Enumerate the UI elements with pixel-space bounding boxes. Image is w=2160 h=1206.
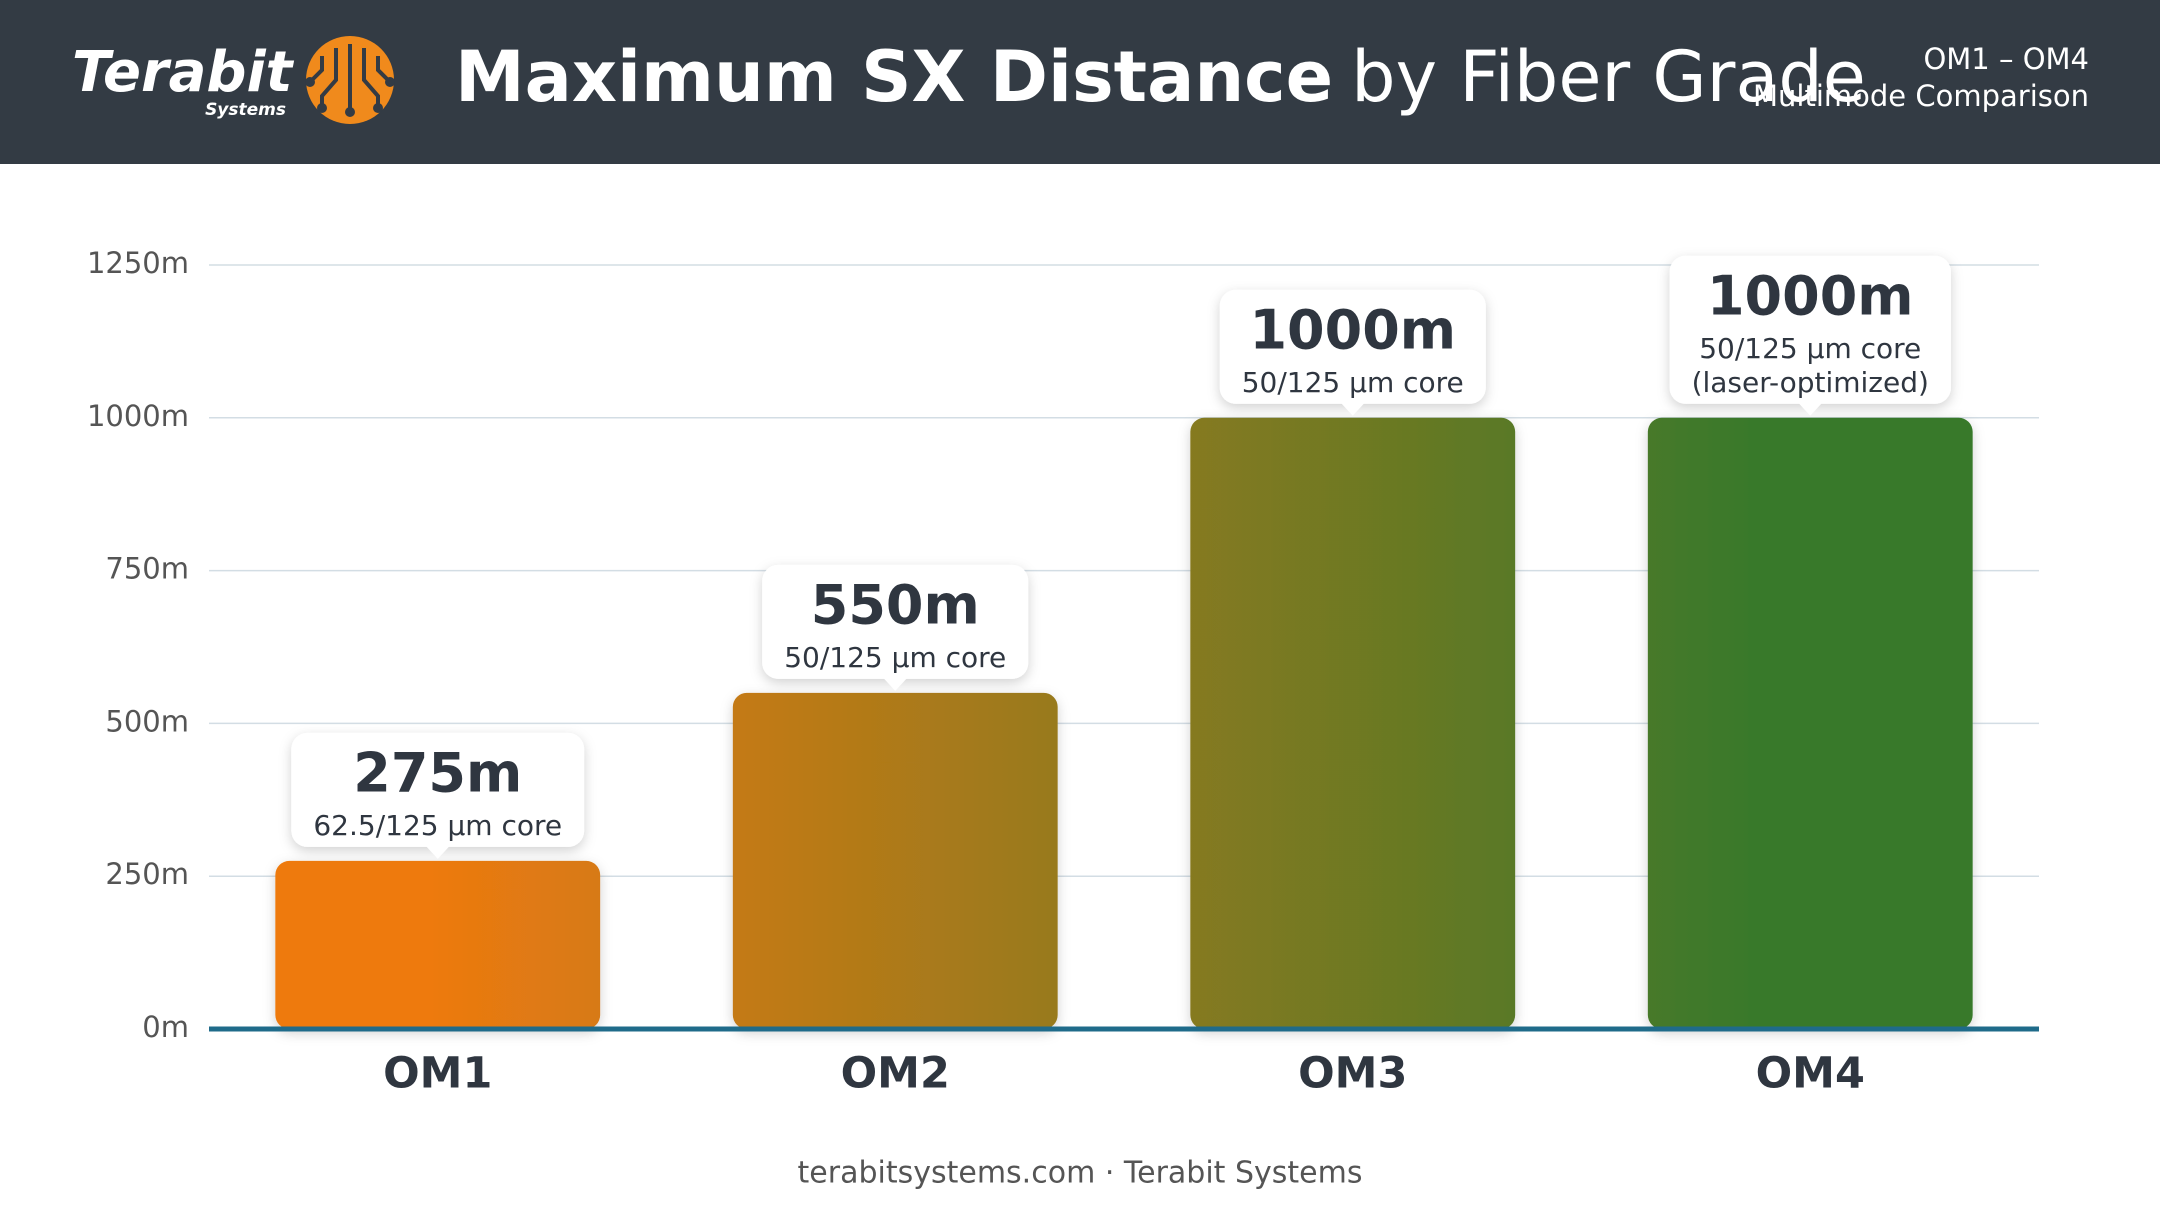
callout-pointer (1798, 402, 1823, 416)
callout-pointer (425, 845, 450, 859)
x-tick-label: OM1 (383, 1049, 492, 1099)
y-tick-label: 500m (105, 704, 189, 738)
callout-box (762, 564, 1029, 679)
y-tick-label: 1000m (87, 399, 189, 433)
bar (1190, 417, 1516, 1029)
callout: 275m 62.5/125 µm core (291, 732, 585, 859)
callout: 1000m 50/125 µm core (1219, 289, 1486, 416)
callout-pointer (883, 677, 908, 691)
callout-box (291, 732, 585, 847)
x-tick-label: OM4 (1756, 1049, 1865, 1099)
core-label: 50/125 µm core (1699, 332, 1921, 365)
bar (732, 692, 1058, 1029)
callout-box (1219, 289, 1486, 404)
callout: 1000m 50/125 µm core(laser-optimized) (1669, 255, 1951, 416)
core-label: (laser-optimized) (1692, 366, 1929, 399)
bar (275, 860, 601, 1029)
core-label: 50/125 µm core (784, 641, 1006, 674)
footer: terabitsystems.com · Terabit Systems (798, 1156, 1363, 1191)
value-label: 1000m (1249, 298, 1456, 361)
value-label: 550m (811, 573, 980, 636)
chart-title: Maximum SX Distance by Fiber Grade (455, 36, 1866, 118)
core-label: 62.5/125 µm core (313, 809, 562, 842)
y-tick-label: 750m (105, 552, 189, 586)
brand-tagline: Systems (205, 100, 286, 120)
y-tick-label: 0m (142, 1010, 189, 1044)
callout-box (1669, 255, 1951, 404)
callout-pointer (1340, 402, 1365, 416)
title-rest: by Fiber Grade (1351, 36, 1866, 118)
subtitle: Multimode Comparison (1753, 79, 2089, 113)
brand-name: Terabit (72, 40, 295, 105)
title-main: Maximum SX Distance (455, 36, 1333, 118)
x-tick-label: OM2 (841, 1049, 950, 1099)
bar (1647, 417, 1973, 1029)
brand-logo (305, 36, 395, 124)
y-tick-label: 250m (105, 857, 189, 891)
value-label: 1000m (1707, 264, 1914, 327)
y-tick-label: 1250m (87, 246, 189, 280)
core-label: 50/125 µm core (1242, 366, 1464, 399)
subtitle: OM1 – OM4 (1923, 42, 2089, 76)
x-tick-label: OM3 (1298, 1049, 1407, 1099)
callout: 550m 50/125 µm core (762, 564, 1029, 691)
value-label: 275m (353, 742, 522, 805)
